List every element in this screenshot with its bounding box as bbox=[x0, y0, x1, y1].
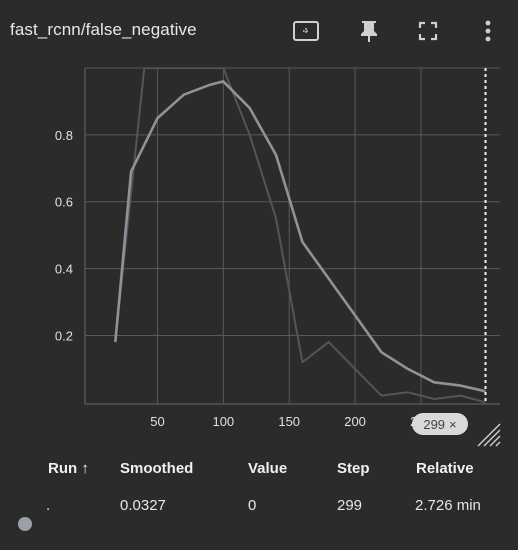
x-axis-ticks: 50100150200250 bbox=[150, 414, 432, 429]
card-title: fast_rcnn/false_negative bbox=[10, 20, 197, 39]
cell-value: 0 bbox=[248, 497, 257, 514]
series-line-smoothed bbox=[114, 80, 486, 393]
chart-series bbox=[114, 68, 486, 404]
run-color-dot bbox=[18, 517, 32, 531]
y-tick-label: 0.2 bbox=[55, 328, 73, 343]
x-tick-label: 100 bbox=[212, 414, 234, 429]
card-header: fast_rcnn/false_negative bbox=[0, 0, 518, 62]
cell-step: 299 bbox=[337, 497, 363, 514]
col-header-relative[interactable]: Relative bbox=[416, 460, 474, 477]
fit-domain-icon[interactable] bbox=[290, 15, 322, 47]
cell-relative: 2.726 min bbox=[415, 497, 481, 514]
col-header-value[interactable]: Value bbox=[248, 460, 288, 477]
col-header-step[interactable]: Step bbox=[337, 460, 370, 477]
col-header-smoothed[interactable]: Smoothed bbox=[120, 460, 194, 477]
y-tick-label: 0.4 bbox=[55, 262, 73, 277]
fullscreen-icon[interactable] bbox=[412, 15, 444, 47]
x-tick-label: 150 bbox=[278, 414, 300, 429]
series-line-raw bbox=[114, 68, 486, 404]
pin-icon[interactable] bbox=[353, 15, 385, 47]
chart-grid bbox=[84, 67, 500, 405]
cell-run: . bbox=[46, 497, 51, 514]
x-tick-label: 200 bbox=[344, 414, 366, 429]
x-tick-label: 50 bbox=[150, 414, 164, 429]
more-vertical-icon[interactable] bbox=[472, 15, 504, 47]
resize-handle-icon[interactable] bbox=[474, 420, 502, 448]
y-axis-ticks: 0.2 0.4 0.6 0.8 bbox=[55, 128, 73, 344]
y-tick-label: 0.6 bbox=[55, 195, 73, 210]
y-tick-label: 0.8 bbox=[55, 128, 73, 143]
step-badge-label: 299 bbox=[423, 416, 446, 432]
line-chart[interactable]: 0.20.40.60.8 50100150200250 bbox=[0, 62, 518, 442]
step-badge[interactable]: 299 × bbox=[412, 413, 468, 435]
col-header-run[interactable]: Run ↑ bbox=[48, 460, 89, 477]
close-icon[interactable]: × bbox=[449, 416, 457, 432]
cell-smoothed: 0.0327 bbox=[120, 497, 166, 514]
